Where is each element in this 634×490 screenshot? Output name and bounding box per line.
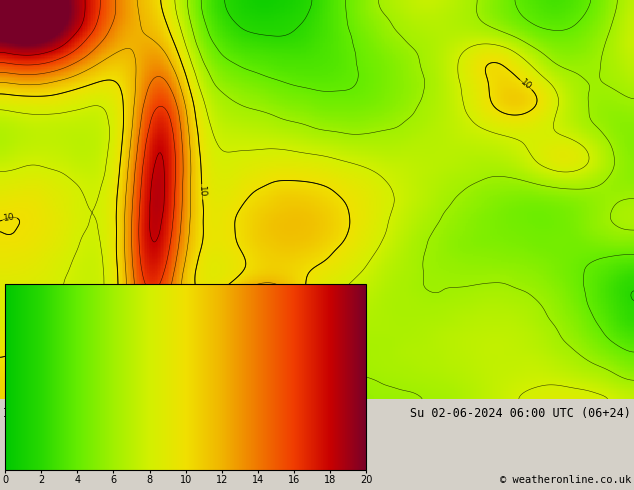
Text: 10: 10 — [519, 78, 533, 92]
Text: 10: 10 — [42, 388, 54, 401]
Text: Isotachs Spread mean+σ [%] ECMWF: Isotachs Spread mean+σ [%] ECMWF — [3, 407, 231, 419]
Text: Su 02-06-2024 06:00 UTC (06+24): Su 02-06-2024 06:00 UTC (06+24) — [410, 407, 631, 419]
Text: © weatheronline.co.uk: © weatheronline.co.uk — [500, 475, 631, 486]
Text: 10: 10 — [197, 186, 207, 198]
Text: 10: 10 — [3, 212, 16, 223]
